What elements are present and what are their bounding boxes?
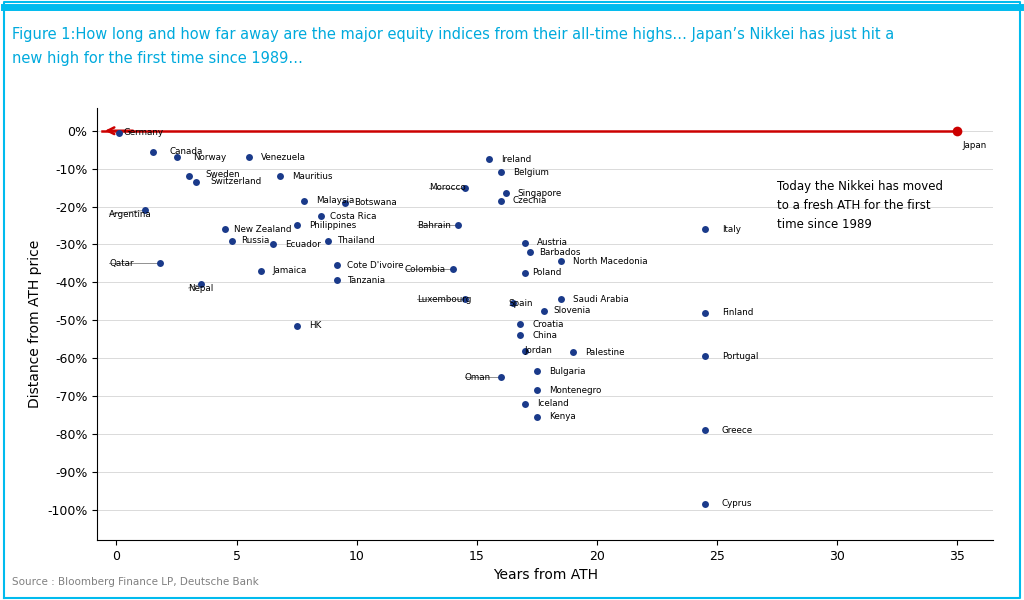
Text: Singapore: Singapore xyxy=(518,189,562,198)
Text: Norway: Norway xyxy=(194,153,226,162)
Text: Argentina: Argentina xyxy=(110,209,152,218)
Text: Ireland: Ireland xyxy=(501,155,531,164)
Text: Philippines: Philippines xyxy=(308,221,356,230)
Text: Iceland: Iceland xyxy=(537,399,568,408)
Text: Finland: Finland xyxy=(722,308,754,317)
Text: Jamaica: Jamaica xyxy=(272,266,307,275)
Text: Czechia: Czechia xyxy=(513,196,547,205)
Text: Figure 1:How long and how far away are the major equity indices from their all-t: Figure 1:How long and how far away are t… xyxy=(12,27,895,42)
Text: Ecuador: Ecuador xyxy=(285,240,321,249)
Text: Jordan: Jordan xyxy=(525,346,553,355)
Text: China: China xyxy=(532,331,557,340)
Text: Luxembourg: Luxembourg xyxy=(417,295,471,304)
Text: Palestine: Palestine xyxy=(585,348,625,357)
Text: Croatia: Croatia xyxy=(532,320,563,329)
Text: Barbados: Barbados xyxy=(540,248,581,257)
Text: Slovenia: Slovenia xyxy=(554,306,591,315)
Text: North Macedonia: North Macedonia xyxy=(572,257,647,266)
Text: Thailand: Thailand xyxy=(338,236,375,245)
Text: Japan: Japan xyxy=(963,142,986,151)
Text: Montenegro: Montenegro xyxy=(549,386,601,395)
Text: New Zealand: New Zealand xyxy=(234,225,292,234)
Text: Venezuela: Venezuela xyxy=(261,153,305,162)
Text: Mauritius: Mauritius xyxy=(292,172,333,181)
Text: Nepal: Nepal xyxy=(188,284,214,293)
Text: Cyprus: Cyprus xyxy=(722,499,753,509)
Text: Oman: Oman xyxy=(465,373,490,382)
Text: Greece: Greece xyxy=(722,425,753,434)
Text: Bahrain: Bahrain xyxy=(417,221,451,230)
Y-axis label: Distance from ATH price: Distance from ATH price xyxy=(28,240,42,408)
Text: Austria: Austria xyxy=(537,238,568,247)
Text: Morocco: Morocco xyxy=(429,183,466,192)
Text: Portugal: Portugal xyxy=(722,352,758,361)
Text: Poland: Poland xyxy=(532,268,561,277)
Text: Belgium: Belgium xyxy=(513,168,549,177)
Text: HK: HK xyxy=(308,322,322,331)
Text: Malaysia: Malaysia xyxy=(315,196,354,205)
Text: Germany: Germany xyxy=(124,128,164,137)
Text: Spain: Spain xyxy=(508,299,532,308)
Text: Tanzania: Tanzania xyxy=(347,276,385,285)
Text: new high for the first time since 1989…: new high for the first time since 1989… xyxy=(12,51,303,66)
Text: Saudi Arabia: Saudi Arabia xyxy=(572,295,629,304)
Text: Switzerland: Switzerland xyxy=(210,178,261,187)
Text: Canada: Canada xyxy=(169,147,203,156)
Text: Russia: Russia xyxy=(242,236,269,245)
X-axis label: Years from ATH: Years from ATH xyxy=(493,568,598,582)
Text: Bulgaria: Bulgaria xyxy=(549,367,586,376)
Text: Kenya: Kenya xyxy=(549,412,575,421)
Text: Qatar: Qatar xyxy=(110,259,134,268)
Text: Source : Bloomberg Finance LP, Deutsche Bank: Source : Bloomberg Finance LP, Deutsche … xyxy=(12,577,259,587)
Text: Today the Nikkei has moved
to a fresh ATH for the first
time since 1989: Today the Nikkei has moved to a fresh AT… xyxy=(777,180,943,231)
Text: Sweden: Sweden xyxy=(206,170,240,179)
Text: Colombia: Colombia xyxy=(404,265,445,274)
Text: Botswana: Botswana xyxy=(354,198,397,207)
Text: Cote D'ivoire: Cote D'ivoire xyxy=(347,261,403,270)
Text: Italy: Italy xyxy=(722,225,740,234)
Text: Costa Rica: Costa Rica xyxy=(331,212,377,221)
